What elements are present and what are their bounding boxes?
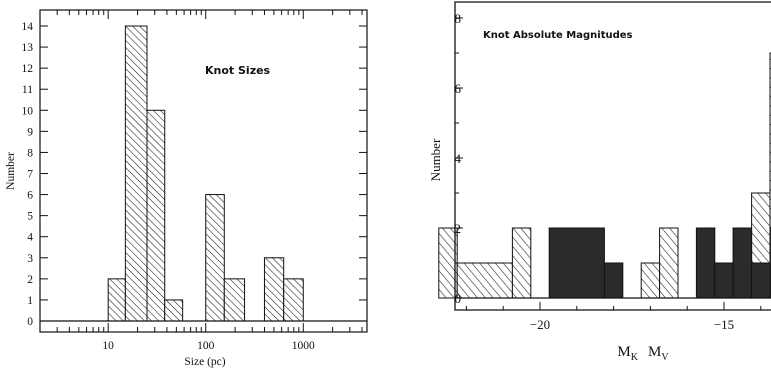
left-y-axis-label: Number [5,152,17,190]
right-y-ticks: 0 2 4 6 8 [455,11,463,306]
right-y-tick-label: 6 [455,81,462,96]
right-y-tick-label: 0 [455,291,462,306]
left-y-tick-label: 5 [27,211,33,223]
left-y-tick-label: 14 [22,21,34,33]
size-bin-bar [164,299,184,322]
knot-sizes-bars [40,25,367,322]
left-y-tick-label: 3 [27,253,33,265]
right-y-tick-label: 4 [455,151,462,166]
black-magnitude-bar [732,227,753,299]
left-y-tick-label: 0 [27,316,33,328]
left-y-tick-label: 2 [27,274,33,286]
right-x-tick-label: −15 [714,317,734,332]
knot-magnitudes-title: Knot Absolute Magnitudes [483,30,633,41]
right-y-tick-label: 2 [455,221,462,236]
knot-magnitudes-hatched-bars [438,52,771,299]
black-magnitude-bar [714,262,734,299]
left-x-tick-label: 10 [102,340,114,352]
left-y-tick-label: 12 [22,63,34,75]
right-x-axis-label-text: MK MV [617,344,669,363]
left-y-tick-label: 6 [27,190,33,202]
hatched-magnitude-bar [456,262,513,299]
size-bin-bar [124,25,148,322]
left-y-tick-label: 9 [27,126,33,138]
black-magnitude-bar [603,262,624,299]
hatched-magnitude-bar [640,262,661,299]
size-bin-bar [223,278,246,322]
left-x-axis-label: Size (pc) [184,356,225,368]
black-magnitude-bar [695,227,716,299]
right-x-tick-label: −20 [530,317,550,332]
right-plot-frame [454,1,771,311]
black-magnitude-bar [751,262,771,299]
right-y-tick-label: 8 [455,11,462,26]
left-y-tick-label: 11 [22,84,33,96]
left-x-ticks: 10 100 1000 [39,10,363,352]
left-plot-frame [39,9,368,333]
left-x-tick-label: 100 [197,340,215,352]
black-magnitude-bar [548,227,605,299]
left-y-tick-label: 10 [22,105,34,117]
right-y-axis-label: Number [428,138,443,181]
knot-sizes-title: Knot Sizes [205,64,271,77]
left-y-tick-label: 7 [27,169,33,181]
left-x-tick-label: 1000 [292,340,315,352]
size-bin-bar [283,278,304,322]
left-y-tick-label: 8 [27,147,33,159]
left-y-tick-label: 1 [27,295,33,307]
size-bin-bar [263,257,285,322]
left-y-tick-label: 13 [22,42,34,54]
knot-magnitudes-black-bars [455,227,771,299]
size-bin-bar [146,109,166,322]
right-x-ticks: −20−15−10 [465,302,762,332]
hatched-magnitude-bar [511,227,532,299]
size-bin-bar [205,194,225,322]
right-x-axis-label: MK MV [617,344,669,363]
left-y-tick-label: 4 [27,232,33,244]
hatched-magnitude-bar [659,227,679,299]
size-bin-bar [107,278,126,322]
